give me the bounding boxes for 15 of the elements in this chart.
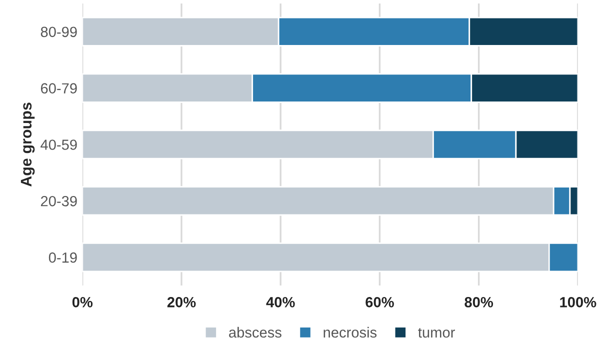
y-tick-label: 20-39 <box>40 196 77 206</box>
y-tick-label: 80-99 <box>40 26 77 38</box>
x-tick-label: 80% <box>464 297 494 308</box>
x-tick-label: 60% <box>366 297 394 308</box>
y-tick-label: 60-79 <box>40 83 77 94</box>
x-tick-label: 0% <box>72 297 93 308</box>
x-tick-label: 100% <box>560 297 596 308</box>
legend-label: necrosis <box>324 326 377 338</box>
x-tick-label: 40% <box>266 297 295 308</box>
x-tick-label: 20% <box>167 297 196 308</box>
y-axis-title: Age groups <box>20 102 35 187</box>
y-tick-label: 40-59 <box>40 140 77 150</box>
legend-label: tumor <box>418 328 455 338</box>
y-tick-label: 0-19 <box>48 252 77 263</box>
legend-label: abscess <box>229 326 282 338</box>
